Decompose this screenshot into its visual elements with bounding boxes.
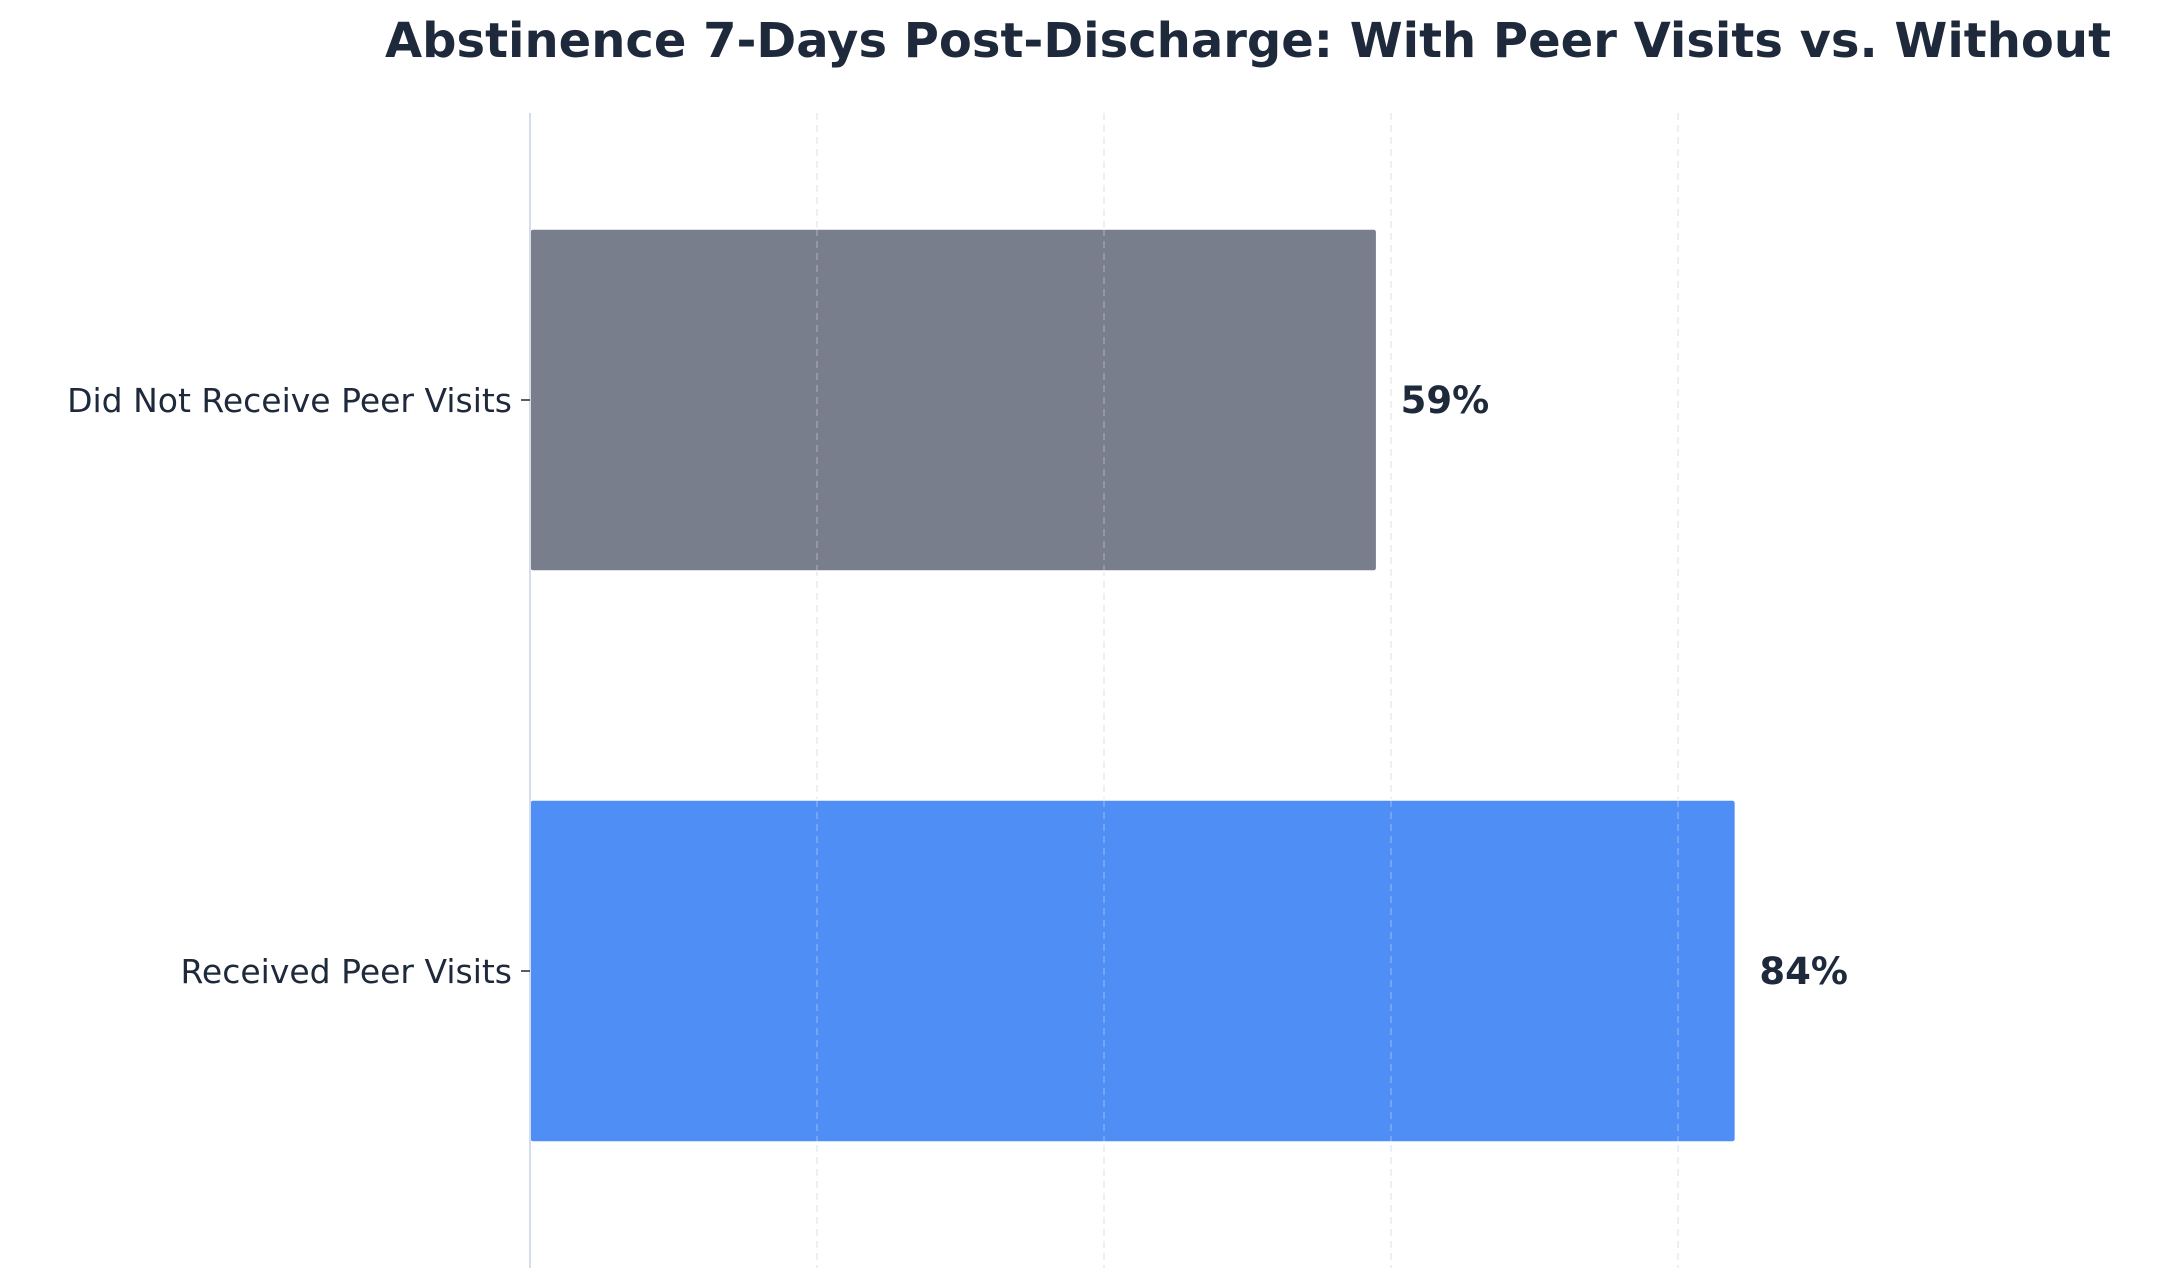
category-label: Did Not Receive Peer Visits — [67, 381, 512, 420]
category-label: Received Peer Visits — [180, 952, 512, 991]
labels: Did Not Receive Peer Visits 59% Received P… — [67, 379, 1848, 993]
grid-overlay — [816, 229, 1679, 1142]
bar-0 — [529, 228, 1378, 572]
chart-title: Abstinence 7-Days Post-Discharge: With P… — [385, 13, 2111, 69]
bars — [529, 228, 1737, 1143]
value-label: 84% — [1759, 950, 1848, 993]
bar-1 — [529, 799, 1737, 1143]
value-label: 59% — [1401, 379, 1490, 422]
